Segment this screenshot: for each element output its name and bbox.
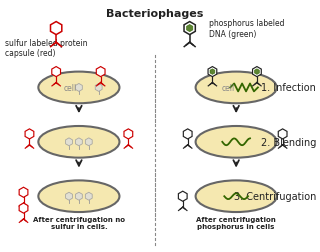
Polygon shape xyxy=(25,129,34,139)
Polygon shape xyxy=(252,67,261,77)
Ellipse shape xyxy=(196,72,277,104)
Text: cell: cell xyxy=(64,84,77,92)
Text: sulfur labeled protein
capsule (red): sulfur labeled protein capsule (red) xyxy=(5,39,87,58)
Polygon shape xyxy=(183,129,192,139)
Text: phosphorus labeled
DNA (green): phosphorus labeled DNA (green) xyxy=(210,19,285,39)
Polygon shape xyxy=(278,129,287,139)
Polygon shape xyxy=(51,22,62,36)
Polygon shape xyxy=(208,67,217,77)
Ellipse shape xyxy=(38,127,119,158)
Polygon shape xyxy=(66,138,72,146)
Polygon shape xyxy=(85,193,92,200)
Polygon shape xyxy=(52,67,60,77)
Polygon shape xyxy=(66,193,72,200)
Polygon shape xyxy=(19,203,28,213)
Text: After centrifugation
phosphorus in cells: After centrifugation phosphorus in cells xyxy=(196,216,276,229)
Polygon shape xyxy=(76,138,82,146)
Text: After centrifugation no
sulfur in cells.: After centrifugation no sulfur in cells. xyxy=(33,216,125,229)
Polygon shape xyxy=(254,70,259,75)
Polygon shape xyxy=(76,193,82,200)
Polygon shape xyxy=(95,84,102,92)
Text: 1. Infection: 1. Infection xyxy=(261,83,316,93)
Text: Bacteriophages: Bacteriophages xyxy=(106,9,204,19)
Polygon shape xyxy=(19,187,28,198)
Polygon shape xyxy=(187,25,193,33)
Polygon shape xyxy=(210,70,215,75)
Polygon shape xyxy=(124,129,133,139)
Polygon shape xyxy=(96,67,105,77)
Polygon shape xyxy=(184,22,195,36)
Text: 2. Blending: 2. Blending xyxy=(261,137,316,147)
Ellipse shape xyxy=(38,181,119,212)
Polygon shape xyxy=(85,138,92,146)
Text: 3. Centrifugation: 3. Centrifugation xyxy=(234,192,316,201)
Polygon shape xyxy=(178,192,187,201)
Ellipse shape xyxy=(196,181,277,212)
Text: cell: cell xyxy=(221,84,235,92)
Ellipse shape xyxy=(196,127,277,158)
Polygon shape xyxy=(76,84,82,92)
Ellipse shape xyxy=(38,72,119,104)
